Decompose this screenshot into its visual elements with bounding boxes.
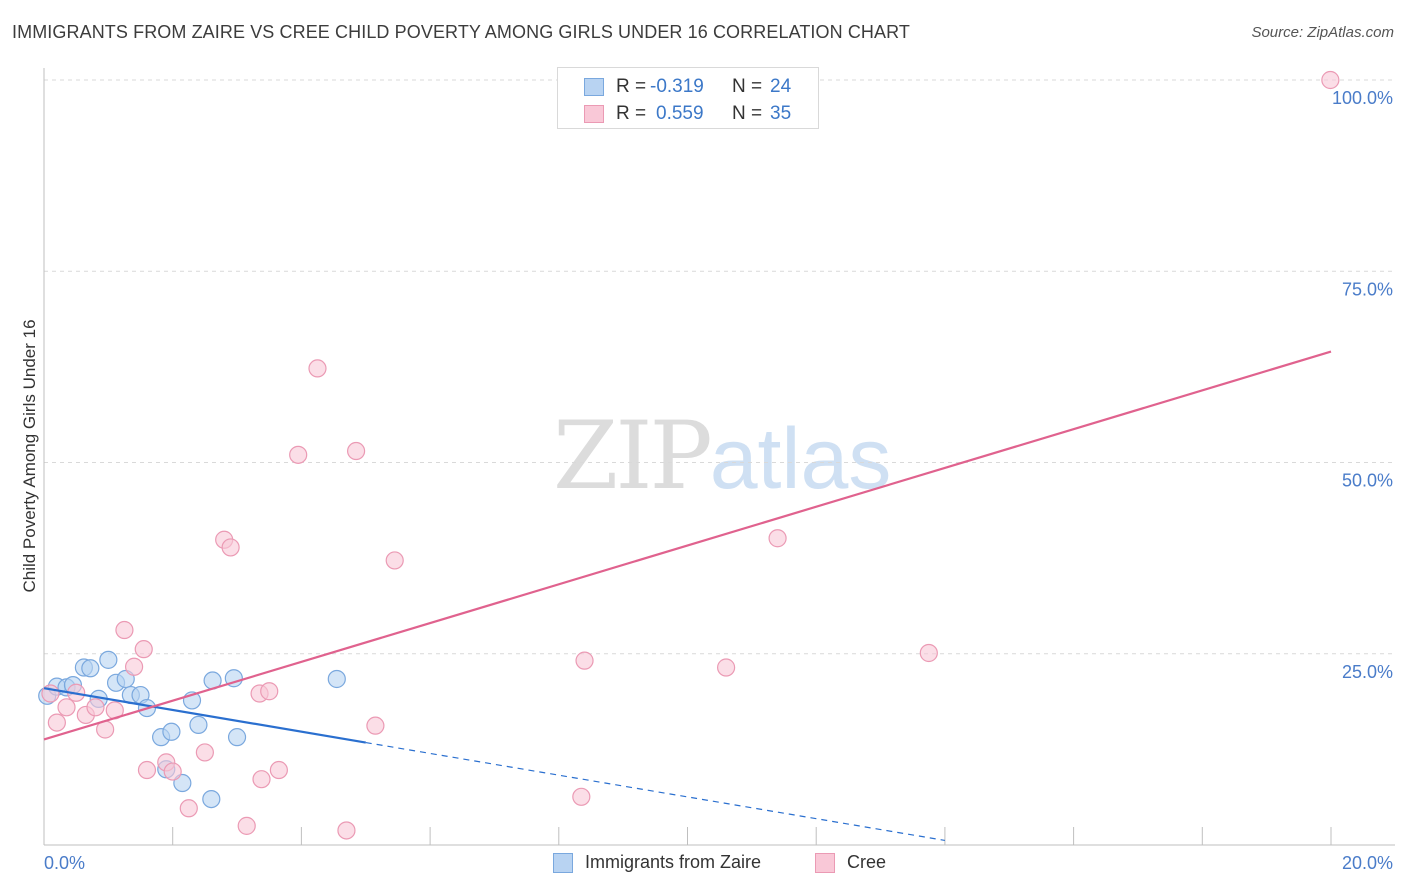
zaire-r-label: R = <box>616 76 647 97</box>
cree-point <box>768 529 787 548</box>
cree-point <box>237 816 256 835</box>
cree-point <box>115 620 134 640</box>
zaire-point <box>162 722 181 741</box>
cree-r-value: 0.559 <box>656 103 704 124</box>
cree-point <box>919 643 938 663</box>
cree-point <box>137 760 157 780</box>
zaire-swatch <box>584 78 604 96</box>
cree-point <box>575 651 594 670</box>
zaire-n-value: 24 <box>770 76 792 97</box>
cree-point <box>47 713 66 732</box>
zaire-r-value: -0.319 <box>650 76 704 97</box>
zaire-point <box>202 789 221 809</box>
y-tick-label: 75.0% <box>1342 279 1393 299</box>
cree-point <box>86 698 105 717</box>
cree-point <box>289 445 308 464</box>
watermark-atlas: atlas <box>709 411 892 507</box>
source-label: Source: ZipAtlas.com <box>1251 24 1394 41</box>
zaire-trend-line-extrapolated <box>365 741 945 842</box>
zaire-point <box>99 650 118 669</box>
cree-point <box>134 640 153 659</box>
cree-point <box>346 441 366 461</box>
zaire-point <box>227 728 247 747</box>
legend-zaire-label: Immigrants from Zaire <box>585 852 762 872</box>
cree-point <box>572 787 591 806</box>
watermark-zip: ZIP <box>553 402 713 511</box>
cree-n-value: 35 <box>770 103 792 124</box>
y-axis-label: Child Poverty Among Girls Under 16 <box>20 319 39 593</box>
cree-point <box>252 770 271 789</box>
cree-point <box>163 762 182 781</box>
cree-point <box>269 760 288 780</box>
correlation-legend: R = -0.319 N = 24 R = 0.559 N = 35 <box>557 67 819 129</box>
cree-r-label: R = <box>616 103 647 124</box>
cree-point <box>57 698 76 717</box>
zaire-n-label: N = <box>732 76 763 97</box>
cree-trend-line <box>43 350 1332 741</box>
x-tick-label: 20.0% <box>1342 853 1393 873</box>
zaire-point <box>189 715 208 734</box>
x-tick-label: 0.0% <box>44 853 85 873</box>
cree-point <box>124 657 144 676</box>
zaire-trend-line <box>43 687 366 744</box>
y-tick-label: 50.0% <box>1342 471 1393 491</box>
cree-point <box>221 538 240 557</box>
legend-zaire-swatch <box>553 853 573 873</box>
cree-point <box>717 658 736 677</box>
cree-point <box>366 716 385 735</box>
y-tick-label: 100.0% <box>1332 88 1393 108</box>
cree-point <box>308 359 327 378</box>
cree-point <box>179 799 198 818</box>
watermark: ZIPatlas <box>553 402 891 511</box>
cree-point <box>385 551 404 570</box>
cree-point <box>1321 70 1340 90</box>
legend-cree-label: Cree <box>847 852 887 872</box>
cree-point <box>195 743 214 762</box>
cree-point <box>337 821 356 840</box>
legend-cree-swatch <box>815 853 835 873</box>
cree-point <box>260 682 279 701</box>
zaire-point <box>81 659 100 678</box>
cree-n-label: N = <box>732 103 763 124</box>
cree-swatch <box>584 105 604 123</box>
chart-title: IMMIGRANTS FROM ZAIRE VS CREE CHILD POVE… <box>12 22 911 42</box>
y-tick-label: 25.0% <box>1342 662 1393 682</box>
zaire-point <box>327 669 346 689</box>
